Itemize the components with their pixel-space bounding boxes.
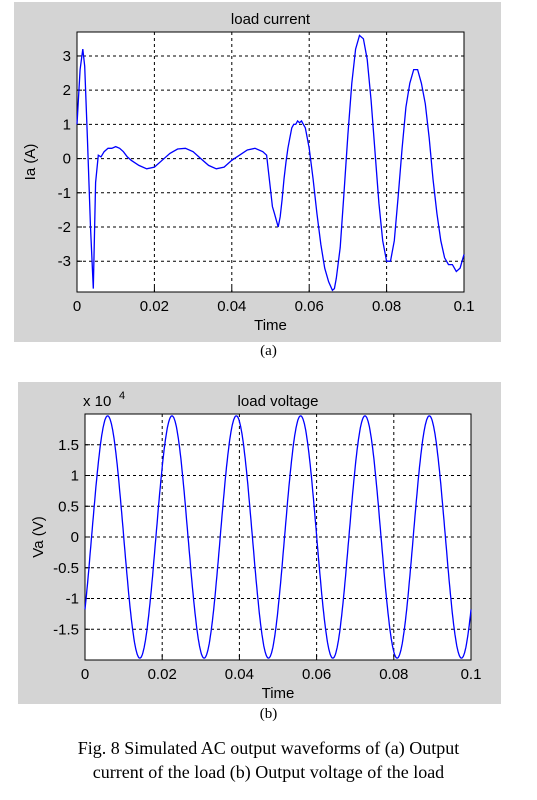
chart-title: load current xyxy=(231,11,311,28)
x-tick-label: 0.02 xyxy=(140,298,169,315)
sublabel-b: (b) xyxy=(259,706,278,722)
y-tick-label: 0 xyxy=(63,151,71,168)
y-multiplier: x 10 xyxy=(83,393,111,410)
x-tick-label: 0.04 xyxy=(225,666,254,683)
y-tick-label: 3 xyxy=(63,48,71,65)
y-tick-label: 1 xyxy=(71,468,79,485)
plot-area xyxy=(76,31,465,293)
x-tick-label: 0.08 xyxy=(379,666,408,683)
chart-a: 0 0.02 0.04 0.06 0.08 0.1 3 2 1 0 -1 -2 -3 load curre… xyxy=(22,11,475,334)
caption-line-2: current of the load (b) Output voltage o… xyxy=(92,762,445,782)
chart-b: 0 0.02 0.04 0.06 0.08 0.1 1.5 1 0.5 0 -0.5 -1 -1.5 lo… xyxy=(30,390,482,702)
chart-title: load voltage xyxy=(238,393,319,410)
y-axis-label: Ia (A) xyxy=(22,144,39,181)
y-tick-label: -0.5 xyxy=(53,560,79,577)
x-tick-label: 0.08 xyxy=(372,298,401,315)
y-tick-label: 0.5 xyxy=(58,498,79,515)
figure-caption: Fig. 8 Simulated AC output waveforms of … xyxy=(0,736,537,784)
chart-panel-b: 0 0.02 0.04 0.06 0.08 0.1 1.5 1 0.5 0 -0.5 -1 -1.5 lo… xyxy=(18,382,501,704)
chart-panel-a: 0 0.02 0.04 0.06 0.08 0.1 3 2 1 0 -1 -2 -3 load curre… xyxy=(14,2,501,342)
y-tick-label: 1.5 xyxy=(58,437,79,454)
series-line xyxy=(84,415,472,659)
caption-line-1: Fig. 8 Simulated AC output waveforms of … xyxy=(77,738,460,758)
y-multiplier-exponent: 4 xyxy=(119,390,125,402)
x-tick-label: 0.02 xyxy=(148,666,177,683)
series-line xyxy=(76,34,465,292)
y-tick-label: 2 xyxy=(63,82,71,99)
x-tick-label: 0 xyxy=(81,666,89,683)
x-tick-label: 0 xyxy=(73,298,81,315)
y-tick-label: -1 xyxy=(58,185,71,202)
y-tick-label: 0 xyxy=(71,529,79,546)
x-tick-label: 0.06 xyxy=(302,666,331,683)
y-tick-label: -1.5 xyxy=(53,621,79,638)
x-tick-label: 0.1 xyxy=(454,298,475,315)
y-tick-label: -3 xyxy=(58,253,71,270)
x-axis-label: Time xyxy=(254,317,287,334)
y-tick-label: -2 xyxy=(58,219,71,236)
sublabel-a: (a) xyxy=(260,343,277,359)
x-tick-label: 0.06 xyxy=(295,298,324,315)
y-tick-label: 1 xyxy=(63,116,71,133)
x-tick-label: 0.1 xyxy=(461,666,482,683)
y-tick-label: -1 xyxy=(66,591,79,608)
x-axis-label: Time xyxy=(262,685,295,702)
y-axis-label: Va (V) xyxy=(30,516,47,557)
x-tick-label: 0.04 xyxy=(217,298,246,315)
